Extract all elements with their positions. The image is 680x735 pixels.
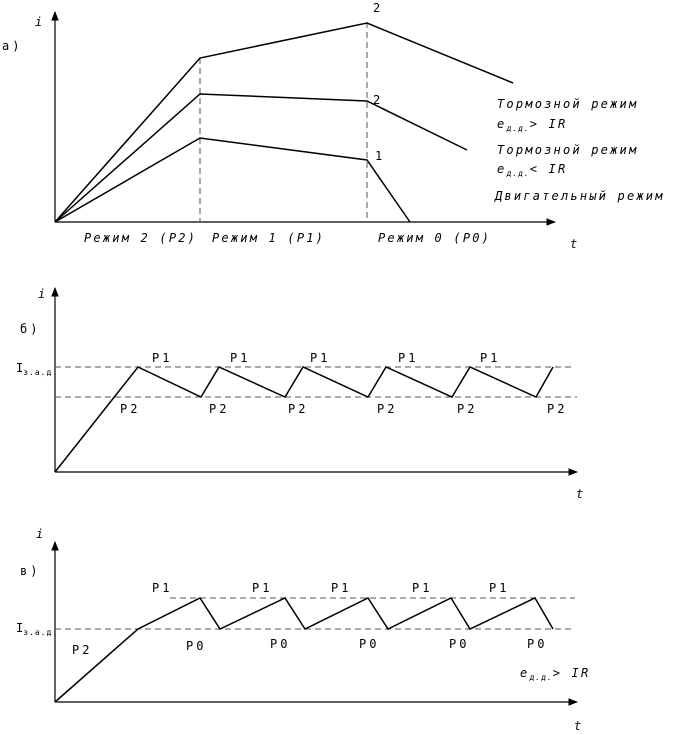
panel-b-y-label: i xyxy=(38,287,47,301)
panel-b-top-label: Р1 xyxy=(152,351,172,365)
panel-b-bottom-labels: Р2 Р2 Р2 Р2 Р2 Р2 xyxy=(120,402,567,416)
legend-brake-gt-condition: eд.д.> IR xyxy=(497,117,567,133)
panel-b-top-label: Р1 xyxy=(310,351,330,365)
panel-b-bottom-label: Р2 xyxy=(288,402,308,416)
panel-a: i t а) 2 2 1 Режим 2 (Р2) Режим 1 (Р1) Р… xyxy=(2,1,665,251)
panel-c: i t в) Iз.а.д. Р2 Р1 Р1 Р1 Р1 Р1 Р0 Р0 Р… xyxy=(16,527,590,733)
panel-c-x-label: t xyxy=(574,719,583,733)
panel-b-bottom-label: Р2 xyxy=(120,402,140,416)
panel-b-tag: б) xyxy=(20,322,40,336)
panel-c-bottom-label: Р0 xyxy=(449,637,469,651)
panel-a-mode-label-2: Режим 2 (Р2) xyxy=(84,231,197,245)
panel-c-y-label: i xyxy=(36,527,45,541)
panel-c-top-label: Р1 xyxy=(331,581,351,595)
panel-a-curve-motor xyxy=(54,137,411,223)
panel-b-top-labels: Р1 Р1 Р1 Р1 Р1 xyxy=(152,351,500,365)
panel-c-bottom-label: Р0 xyxy=(270,637,290,651)
panel-c-condition: eд.д.> IR xyxy=(520,666,590,682)
panel-c-top-label: Р1 xyxy=(489,581,509,595)
panel-c-bottom-label: Р0 xyxy=(359,637,379,651)
legend-motor-title: Двигательный режим xyxy=(494,189,665,203)
panel-c-start-label: Р2 xyxy=(72,643,92,657)
panel-c-tag: в) xyxy=(20,564,40,578)
panel-a-curve-brake-gt xyxy=(54,22,514,223)
panel-b-level-label: Iз.а.д. xyxy=(16,361,58,377)
panel-b-x-label: t xyxy=(576,487,585,501)
panel-a-curve-label-low: 1 xyxy=(375,149,382,163)
panel-b-bottom-label: Р2 xyxy=(457,402,477,416)
panel-b-bottom-label: Р2 xyxy=(209,402,229,416)
panel-a-mode-label-1: Режим 1 (Р1) xyxy=(212,231,325,245)
panel-a-curve-label-mid: 2 xyxy=(373,93,380,107)
panel-b-bottom-label: Р2 xyxy=(547,402,567,416)
legend-brake-lt-title: Тормозной режим xyxy=(497,143,638,157)
panel-c-level-label: Iз.а.д. xyxy=(16,621,58,637)
panel-c-top-label: Р1 xyxy=(152,581,172,595)
panel-a-x-label: t xyxy=(570,237,579,251)
panel-c-top-label: Р1 xyxy=(412,581,432,595)
panel-b-top-label: Р1 xyxy=(230,351,250,365)
panel-c-bottom-labels: Р0 Р0 Р0 Р0 Р0 xyxy=(186,637,547,653)
panel-a-curve-brake-lt xyxy=(54,93,468,223)
panel-c-top-label: Р1 xyxy=(252,581,272,595)
panel-c-current-curve xyxy=(54,597,554,703)
panel-b-bottom-label: Р2 xyxy=(377,402,397,416)
panel-b-top-label: Р1 xyxy=(480,351,500,365)
panel-c-bottom-label: Р0 xyxy=(527,637,547,651)
legend-brake-lt-condition: eд.д.< IR xyxy=(497,162,567,178)
panel-a-y-label: i xyxy=(35,15,44,29)
panel-a-curve-label-top: 2 xyxy=(373,1,380,15)
panel-a-tag: а) xyxy=(2,39,22,53)
panel-b: i t б) Iз.а.д. Р1 Р1 Р1 Р1 Р1 Р2 Р2 Р2 Р… xyxy=(16,287,585,501)
panel-b-current-curve xyxy=(54,366,554,473)
panel-b-top-label: Р1 xyxy=(398,351,418,365)
legend-brake-gt-title: Тормозной режим xyxy=(497,97,638,111)
panel-c-top-labels: Р1 Р1 Р1 Р1 Р1 xyxy=(152,581,509,595)
panel-a-mode-label-0: Режим 0 (Р0) xyxy=(378,231,491,245)
panel-c-bottom-label: Р0 xyxy=(186,639,206,653)
